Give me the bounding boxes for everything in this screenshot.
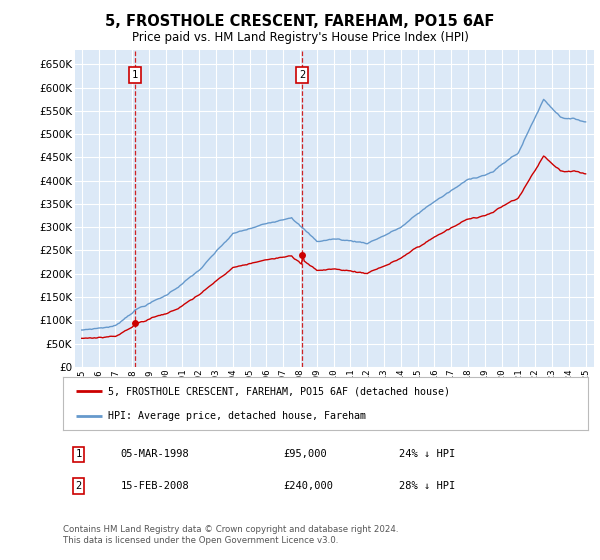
Text: 5, FROSTHOLE CRESCENT, FAREHAM, PO15 6AF (detached house): 5, FROSTHOLE CRESCENT, FAREHAM, PO15 6AF… <box>107 386 449 396</box>
Text: 1: 1 <box>132 70 138 80</box>
Text: 5, FROSTHOLE CRESCENT, FAREHAM, PO15 6AF: 5, FROSTHOLE CRESCENT, FAREHAM, PO15 6AF <box>106 14 494 29</box>
Text: £240,000: £240,000 <box>284 481 334 491</box>
Text: 2: 2 <box>76 481 82 491</box>
Text: HPI: Average price, detached house, Fareham: HPI: Average price, detached house, Fare… <box>107 410 365 421</box>
Text: £95,000: £95,000 <box>284 450 327 460</box>
Text: 24% ↓ HPI: 24% ↓ HPI <box>399 450 455 460</box>
Text: 05-MAR-1998: 05-MAR-1998 <box>121 450 190 460</box>
Text: 15-FEB-2008: 15-FEB-2008 <box>121 481 190 491</box>
Text: 1: 1 <box>76 450 82 460</box>
Text: 28% ↓ HPI: 28% ↓ HPI <box>399 481 455 491</box>
Text: Price paid vs. HM Land Registry's House Price Index (HPI): Price paid vs. HM Land Registry's House … <box>131 31 469 44</box>
Text: Contains HM Land Registry data © Crown copyright and database right 2024.
This d: Contains HM Land Registry data © Crown c… <box>63 525 398 545</box>
Text: 2: 2 <box>299 70 305 80</box>
